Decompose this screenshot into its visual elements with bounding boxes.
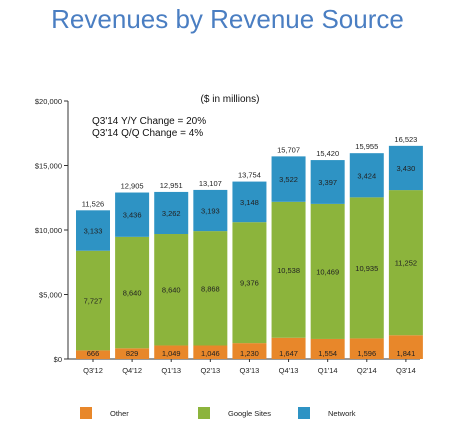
legend-swatch-network: [298, 407, 310, 419]
bar-segment-other: [115, 348, 150, 359]
x-tick-label: Q4'13: [279, 366, 299, 375]
total-value-label: 13,754: [238, 171, 261, 180]
x-tick-label: Q3'13: [240, 366, 260, 375]
legend-label: Other: [110, 409, 129, 418]
annotation-yy: Q3'14 Y/Y Change = 20%: [92, 116, 206, 127]
segment-value-label: 3,424: [357, 171, 376, 180]
bar-segment-google-sites: [115, 236, 150, 349]
bar-segment-network: [271, 156, 306, 202]
segment-value-label: 10,538: [277, 266, 300, 275]
total-value-label: 16,523: [394, 135, 417, 144]
bar-segment-google-sites: [271, 201, 306, 338]
segment-value-label: 1,647: [279, 349, 298, 358]
x-tick-label: Q2'14: [357, 366, 377, 375]
total-value-label: 13,107: [199, 179, 222, 188]
legend-swatch-google-sites: [198, 407, 210, 419]
total-value-label: 12,905: [121, 182, 144, 191]
total-value-label: 15,707: [277, 145, 300, 154]
x-tick-label: Q1'14: [318, 366, 338, 375]
bar-segment-network: [193, 189, 228, 232]
segment-value-label: 3,430: [396, 164, 415, 173]
segment-value-label: 3,148: [240, 198, 259, 207]
segment-value-label: 1,046: [201, 349, 220, 358]
chart-subtitle: ($ in millions): [201, 94, 260, 105]
bar-segment-other: [349, 338, 384, 359]
segment-value-label: 1,596: [357, 349, 376, 358]
total-value-label: 11,526: [82, 199, 104, 208]
bar-segment-google-sites: [232, 222, 267, 344]
segment-value-label: 829: [126, 349, 139, 358]
bar-segment-other: [271, 337, 306, 359]
bar-segment-google-sites: [349, 197, 384, 339]
bar-segment-network: [154, 191, 189, 235]
bar-segment-network: [388, 145, 423, 191]
bar-segment-other: [76, 350, 110, 359]
segment-value-label: 9,376: [240, 279, 259, 288]
segment-value-label: 1,230: [240, 349, 259, 358]
bar-segment-google-sites: [76, 250, 110, 351]
y-tick-label: $5,000: [39, 291, 62, 300]
bar-segment-google-sites: [310, 203, 345, 339]
segment-value-label: 3,397: [318, 178, 337, 187]
bar-segment-network: [310, 160, 345, 204]
chart-title: Revenues by Revenue Source: [51, 4, 404, 34]
total-value-label: 15,420: [316, 149, 339, 158]
y-tick-label: $20,000: [35, 97, 62, 106]
segment-value-label: 11,252: [395, 259, 417, 268]
x-tick-label: Q1'13: [161, 366, 181, 375]
segment-value-label: 7,727: [84, 297, 103, 306]
segment-value-label: 3,436: [123, 211, 142, 220]
segment-value-label: 666: [87, 349, 100, 358]
bar-segment-google-sites: [193, 231, 228, 346]
annotation-qq: Q3'14 Q/Q Change = 4%: [92, 128, 203, 139]
x-tick-label: Q3'14: [396, 366, 416, 375]
segment-value-label: 10,935: [355, 264, 378, 273]
segment-value-label: 1,049: [162, 349, 181, 358]
bar-segment-network: [349, 153, 384, 198]
segment-value-label: 3,262: [162, 209, 181, 218]
x-tick-label: Q2'13: [200, 366, 220, 375]
legend-label: Google Sites: [228, 409, 271, 418]
legend-swatch-other: [80, 407, 92, 419]
y-tick-label: $0: [54, 355, 62, 364]
segment-value-label: 3,522: [279, 175, 298, 184]
segment-value-label: 3,193: [201, 207, 220, 216]
segment-value-label: 8,640: [162, 286, 181, 295]
y-tick-label: $10,000: [35, 226, 62, 235]
segment-value-label: 1,554: [318, 349, 337, 358]
bar-segment-other: [154, 345, 189, 359]
bar-segment-other: [388, 335, 423, 359]
y-tick-label: $15,000: [35, 162, 62, 171]
legend-label: Network: [328, 409, 356, 418]
bar-segment-google-sites: [154, 234, 189, 346]
segment-value-label: 8,640: [123, 289, 142, 298]
segment-value-label: 8,868: [201, 284, 220, 293]
x-tick-label: Q3'12: [83, 366, 103, 375]
bar-segment-other: [310, 338, 345, 359]
bar-segment-other: [193, 345, 228, 359]
bar-segment-google-sites: [388, 190, 423, 336]
segment-value-label: 1,841: [396, 349, 415, 358]
x-tick-label: Q4'12: [122, 366, 142, 375]
segment-value-label: 10,469: [316, 267, 339, 276]
bar-segment-other: [232, 343, 267, 359]
total-value-label: 12,951: [160, 181, 183, 190]
segment-value-label: 3,133: [84, 227, 103, 236]
bar-segment-network: [115, 192, 150, 237]
total-value-label: 15,955: [355, 142, 378, 151]
bar-segment-network: [76, 210, 110, 251]
bar-segment-network: [232, 181, 267, 223]
